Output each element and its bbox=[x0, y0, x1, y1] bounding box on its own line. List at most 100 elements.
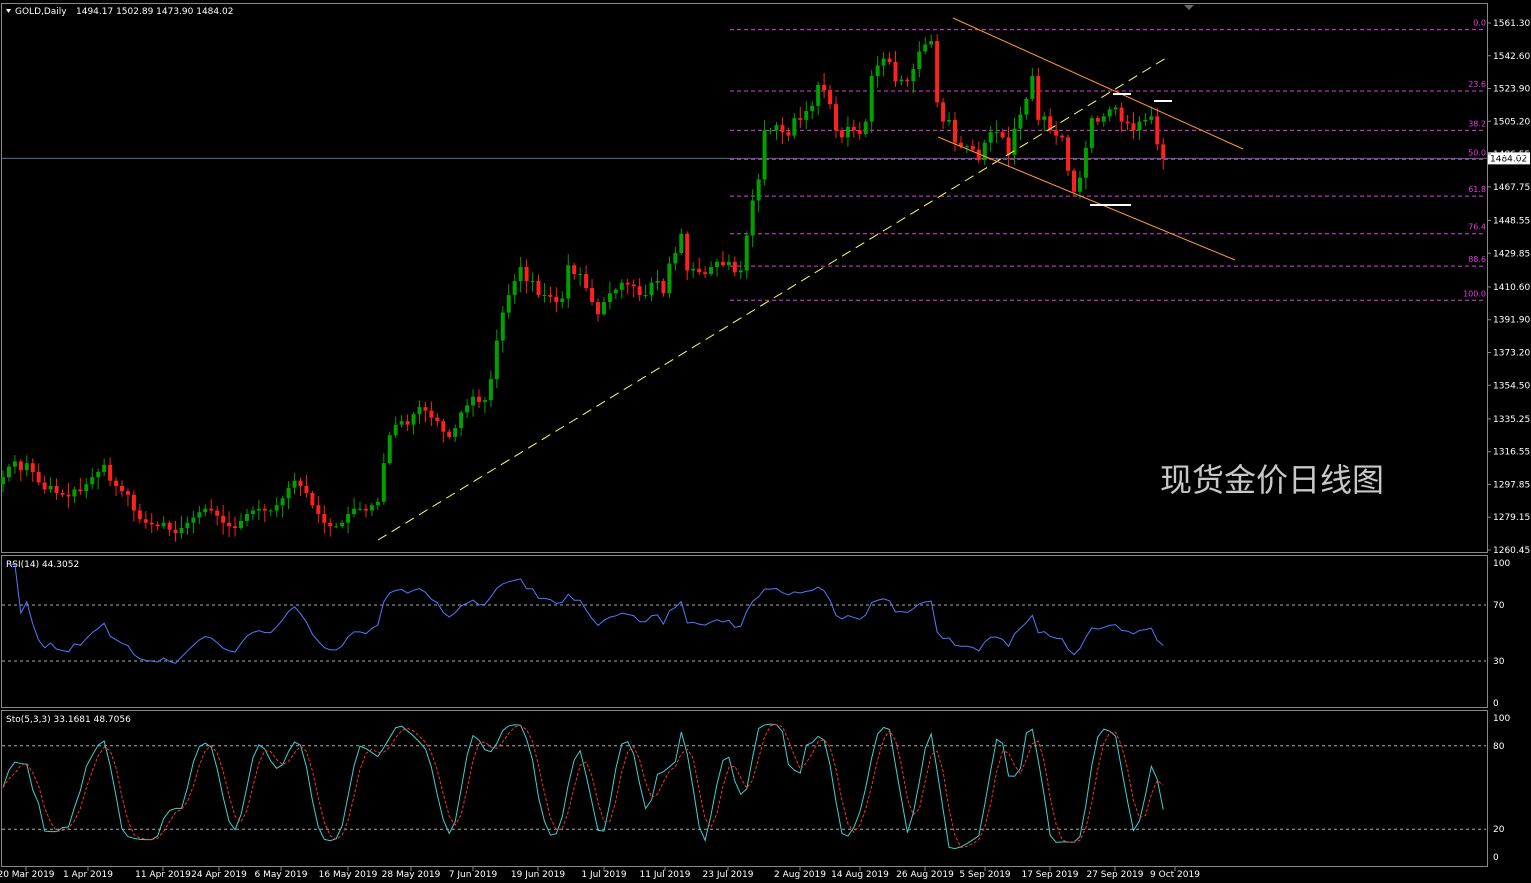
candle-body bbox=[970, 146, 975, 150]
date-tick-label: 19 Jun 2019 bbox=[511, 870, 565, 880]
price-tick-label: 1448.55 bbox=[1493, 217, 1530, 227]
candle-body bbox=[982, 142, 987, 161]
candle-body bbox=[637, 286, 642, 296]
candle-body bbox=[482, 400, 487, 402]
candle-body bbox=[1089, 118, 1094, 148]
candle-body bbox=[613, 289, 618, 294]
candle-body bbox=[399, 421, 404, 425]
fibonacci-levels: 0.0 23.6 38.2 50.0 61.8 76.4 88.6 100.0 bbox=[730, 19, 1486, 301]
candle-body bbox=[131, 494, 136, 511]
price-tick-label: 1542.60 bbox=[1493, 52, 1530, 62]
candle-body bbox=[381, 463, 386, 502]
candle-body bbox=[869, 76, 874, 122]
candle-body bbox=[1095, 118, 1100, 122]
candle-body bbox=[792, 118, 797, 136]
candle-body bbox=[78, 489, 83, 492]
current-price-line: 1484.02 bbox=[2, 152, 1530, 165]
price-tick-label: 1335.25 bbox=[1493, 415, 1530, 425]
candle-body bbox=[548, 295, 553, 297]
candle-body bbox=[828, 90, 833, 105]
candle-body bbox=[173, 529, 178, 534]
date-tick-label: 27 Sep 2019 bbox=[1086, 870, 1143, 880]
candle-body bbox=[1143, 119, 1148, 122]
candle-body bbox=[857, 130, 862, 134]
candle-body bbox=[1030, 76, 1035, 99]
candle-body bbox=[845, 126, 850, 138]
candle-body bbox=[667, 263, 672, 294]
candle-body bbox=[179, 528, 184, 534]
date-tick-label: 16 May 2019 bbox=[319, 870, 378, 880]
rsi-panel-frame bbox=[1, 555, 1488, 708]
date-tick-label: 24 Apr 2019 bbox=[191, 870, 247, 880]
rsi-level-label: 100 bbox=[1493, 559, 1510, 569]
candle-body bbox=[506, 295, 511, 313]
candle-body bbox=[935, 41, 940, 103]
candle-body bbox=[673, 252, 678, 264]
candle-body bbox=[304, 485, 309, 493]
stochastic-indicator: 100 80 20 0 bbox=[2, 714, 1510, 863]
candle-body bbox=[60, 492, 65, 495]
candle-body bbox=[429, 410, 434, 418]
candle-body bbox=[375, 501, 380, 506]
candle-body bbox=[1060, 135, 1065, 138]
ohlc-values: 1494.17 1502.89 1473.90 1484.02 bbox=[76, 7, 233, 17]
candle-body bbox=[685, 233, 690, 271]
candle-body bbox=[30, 463, 35, 472]
price-tick-label: 1467.75 bbox=[1493, 183, 1530, 193]
channel-upper-line[interactable] bbox=[952, 17, 1244, 150]
candle-body bbox=[494, 340, 499, 380]
candle-body bbox=[816, 84, 821, 106]
price-tick-label: 1429.85 bbox=[1493, 249, 1530, 259]
candle-body bbox=[120, 485, 124, 492]
candle-body bbox=[18, 461, 23, 471]
candle-body bbox=[1072, 170, 1076, 192]
candle-body bbox=[578, 274, 583, 276]
price-tick-label: 1505.20 bbox=[1493, 117, 1530, 127]
candle-body bbox=[221, 515, 226, 523]
candle-body bbox=[1036, 76, 1041, 120]
candle-body bbox=[1125, 121, 1130, 124]
candle-body bbox=[363, 508, 368, 511]
candle-body bbox=[369, 505, 374, 511]
candle-body bbox=[1006, 137, 1011, 155]
candle-body bbox=[72, 489, 77, 497]
candle-body bbox=[512, 281, 517, 296]
candle-body bbox=[1042, 116, 1047, 120]
candles bbox=[1, 34, 1166, 542]
candle-body bbox=[1054, 130, 1059, 136]
channel-lower-line[interactable] bbox=[937, 136, 1236, 261]
candle-body bbox=[1, 477, 5, 485]
price-tick-label: 1373.20 bbox=[1493, 348, 1530, 358]
candle-body bbox=[1137, 121, 1142, 131]
candle-body bbox=[917, 51, 922, 70]
candle-body bbox=[1048, 116, 1053, 131]
date-tick-label: 7 Jun 2019 bbox=[449, 870, 498, 880]
candle-body bbox=[108, 464, 113, 481]
candle-body bbox=[459, 412, 464, 429]
candle-body bbox=[54, 485, 59, 493]
candle-body bbox=[239, 521, 243, 529]
candle-body bbox=[839, 130, 844, 138]
candle-body bbox=[244, 514, 249, 522]
candle-body bbox=[477, 396, 481, 402]
candle-body bbox=[744, 235, 749, 271]
candle-body bbox=[84, 484, 89, 492]
candle-body bbox=[137, 510, 142, 520]
candle-body bbox=[1012, 128, 1017, 155]
candle-body bbox=[334, 526, 339, 528]
candle-body bbox=[619, 282, 624, 290]
price-tick-label: 1410.60 bbox=[1493, 283, 1530, 293]
candle-body bbox=[947, 119, 952, 122]
candle-body bbox=[958, 142, 963, 147]
candle-body bbox=[102, 464, 107, 472]
candle-body bbox=[703, 272, 708, 275]
chart-menu-triangle-icon[interactable] bbox=[6, 9, 11, 13]
scroll-marker-icon[interactable] bbox=[1184, 5, 1194, 10]
candle-body bbox=[1000, 132, 1005, 138]
fib-label: 88.6 bbox=[1468, 255, 1486, 264]
uptrend-line[interactable] bbox=[377, 57, 1167, 541]
date-tick-label: 23 Jul 2019 bbox=[703, 870, 754, 880]
current-price-tag bbox=[1488, 152, 1530, 165]
candle-body bbox=[726, 261, 731, 266]
